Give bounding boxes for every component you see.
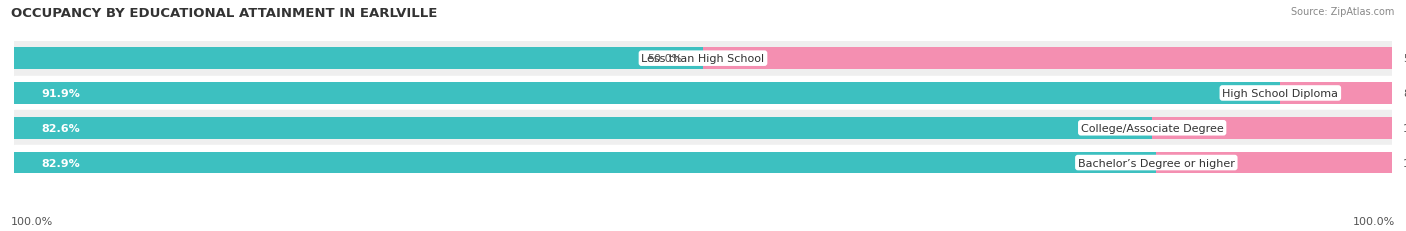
Bar xyxy=(14,42,1392,76)
Bar xyxy=(14,83,1281,104)
Bar xyxy=(14,111,1392,146)
Text: High School Diploma: High School Diploma xyxy=(1222,88,1339,99)
Text: 17.1%: 17.1% xyxy=(1403,158,1406,168)
Text: Source: ZipAtlas.com: Source: ZipAtlas.com xyxy=(1291,7,1395,17)
Text: 17.4%: 17.4% xyxy=(1403,123,1406,133)
Text: 82.6%: 82.6% xyxy=(42,123,80,133)
Text: OCCUPANCY BY EDUCATIONAL ATTAINMENT IN EARLVILLE: OCCUPANCY BY EDUCATIONAL ATTAINMENT IN E… xyxy=(11,7,437,20)
Bar xyxy=(14,146,1392,180)
Bar xyxy=(703,48,1392,70)
Bar xyxy=(14,76,1392,111)
Bar xyxy=(14,152,1156,174)
Text: 100.0%: 100.0% xyxy=(11,216,53,226)
Text: 91.9%: 91.9% xyxy=(42,88,80,99)
Bar xyxy=(1281,83,1392,104)
Text: College/Associate Degree: College/Associate Degree xyxy=(1081,123,1223,133)
Bar xyxy=(14,118,1152,139)
Text: 50.0%: 50.0% xyxy=(1403,54,1406,64)
Bar xyxy=(14,48,703,70)
Text: 50.0%: 50.0% xyxy=(647,54,682,64)
Text: Less than High School: Less than High School xyxy=(641,54,765,64)
Bar xyxy=(1156,152,1392,174)
Bar xyxy=(1152,118,1392,139)
Text: Bachelor’s Degree or higher: Bachelor’s Degree or higher xyxy=(1078,158,1234,168)
Text: 100.0%: 100.0% xyxy=(1353,216,1395,226)
Text: 82.9%: 82.9% xyxy=(42,158,80,168)
Text: 8.1%: 8.1% xyxy=(1403,88,1406,99)
